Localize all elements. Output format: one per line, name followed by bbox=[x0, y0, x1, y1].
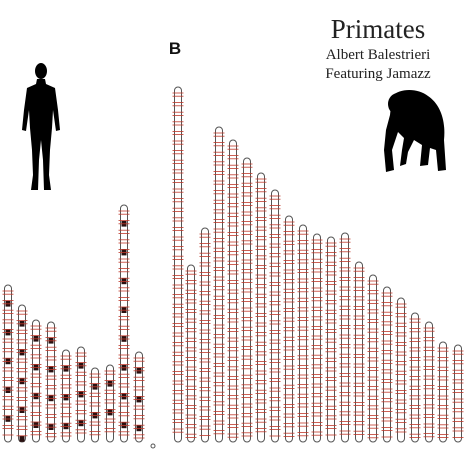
chromosome bbox=[411, 312, 419, 443]
chromosome bbox=[341, 232, 349, 443]
chromosome bbox=[369, 274, 377, 443]
title: Primates bbox=[331, 14, 426, 44]
chromosome bbox=[106, 364, 114, 443]
chromosome bbox=[383, 286, 391, 443]
chromosome bbox=[257, 172, 265, 443]
chromosome bbox=[313, 233, 321, 443]
featuring: Featuring Jamazz bbox=[325, 66, 431, 82]
chromosome bbox=[187, 264, 195, 443]
dark-band bbox=[19, 435, 25, 442]
chromosome bbox=[243, 157, 251, 443]
chromosome bbox=[285, 215, 293, 443]
chromosome bbox=[91, 367, 99, 443]
chromosome bbox=[201, 227, 209, 443]
chromosome bbox=[299, 224, 307, 443]
chromosome bbox=[439, 341, 447, 443]
chromosome bbox=[454, 344, 462, 443]
chromosome bbox=[425, 321, 433, 443]
human-silhouette bbox=[22, 63, 60, 190]
panel-label: B bbox=[169, 39, 181, 58]
chromosome bbox=[229, 139, 237, 443]
small-chromosome bbox=[150, 443, 156, 449]
chromosome bbox=[174, 86, 182, 443]
chromosome bbox=[271, 189, 279, 443]
chromosome-ideogram bbox=[2, 86, 464, 449]
chimp-silhouette bbox=[384, 90, 446, 172]
artist: Albert Balestrieri bbox=[326, 47, 431, 63]
chromosome bbox=[120, 204, 128, 443]
chromosome bbox=[327, 236, 335, 443]
chromosome bbox=[397, 297, 405, 443]
chromosome bbox=[355, 261, 363, 443]
chromosome bbox=[32, 319, 40, 443]
chromosome bbox=[47, 321, 55, 443]
